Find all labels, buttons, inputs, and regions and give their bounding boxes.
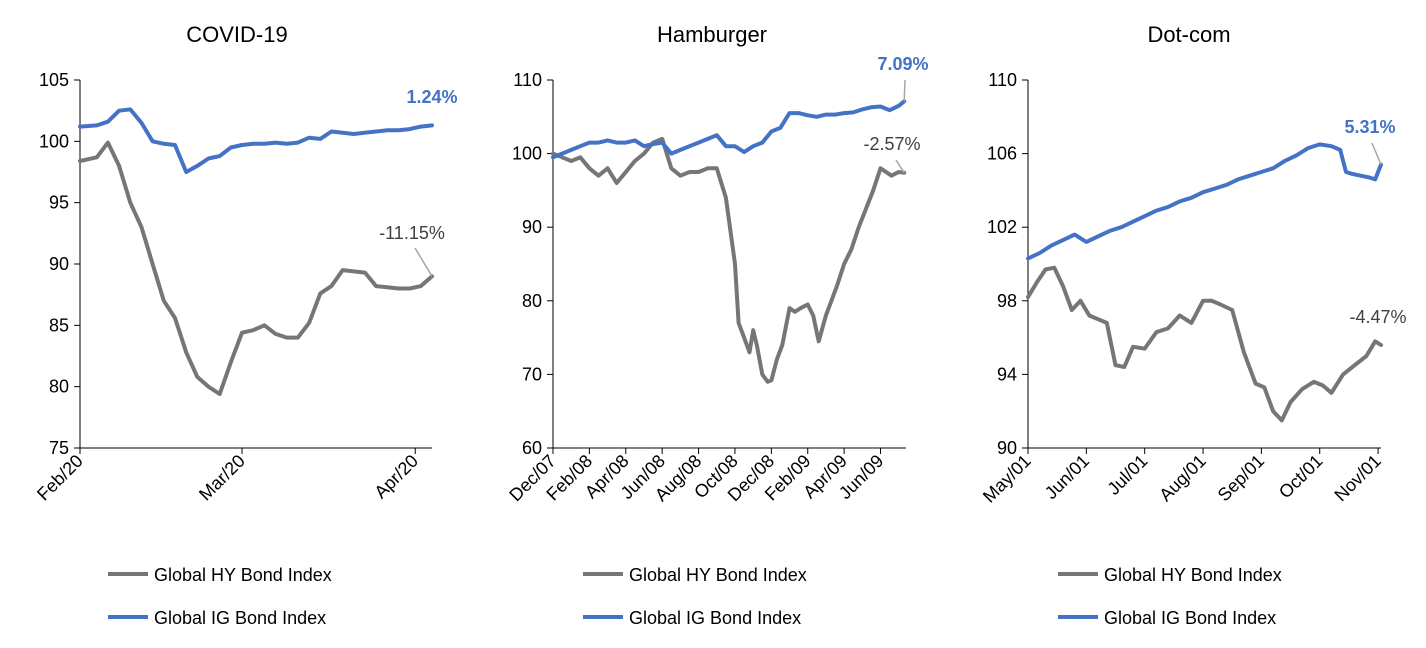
annotation-leader-line	[903, 79, 906, 102]
annotation-ig-return: 7.09%	[877, 54, 928, 74]
series-line-global-hy-bond-index	[551, 136, 907, 384]
series-line-global-ig-bond-index	[78, 107, 434, 174]
y-tick-label: 70	[522, 364, 542, 384]
legend-label: Global HY Bond Index	[154, 565, 332, 585]
series-line-global-ig-bond-index	[551, 99, 907, 160]
y-tick-label: 80	[522, 291, 542, 311]
y-tick-label: 90	[522, 217, 542, 237]
x-tick-label: Oct/01	[1275, 451, 1327, 503]
y-tick-label: 110	[988, 70, 1017, 90]
legend-label: Global IG Bond Index	[629, 608, 801, 628]
y-tick-label: 90	[49, 254, 69, 274]
y-tick-label: 60	[522, 438, 542, 458]
chart-panel-covid-19: COVID-19 75 80 85 90 95 100 105 Feb/20 Mar/20 Apr/…	[33, 22, 457, 628]
annotation-hy-return: -11.15%	[379, 223, 445, 243]
y-tick-label: 90	[997, 438, 1017, 458]
y-tick-label: 98	[997, 291, 1017, 311]
y-tick-label: 95	[49, 193, 69, 213]
y-tick-label: 106	[987, 144, 1017, 164]
y-tick-label: 94	[997, 364, 1017, 384]
chart-title: COVID-19	[186, 22, 287, 47]
series-line-global-ig-bond-index	[1026, 142, 1383, 261]
y-tick-label: 100	[512, 144, 542, 164]
legend-label: Global HY Bond Index	[1104, 565, 1282, 585]
chart-panel-dot-com: Dot-com 90 94 98 102 106 110 May/01 Jun/01 Jul/01…	[979, 22, 1407, 628]
x-tick-label: Nov/01	[1330, 451, 1384, 505]
y-tick-label: 75	[49, 438, 69, 458]
chart-panel-hamburger: Hamburger60708090100110Dec/07Feb/08Apr/0…	[505, 22, 928, 628]
y-tick-label: 85	[49, 315, 69, 335]
x-tick-label: Jul/01	[1103, 451, 1151, 499]
x-tick-label: Feb/20	[33, 451, 87, 505]
annotation-hy-return: -4.47%	[1349, 307, 1406, 327]
chart-title: Dot-com	[1147, 22, 1230, 47]
x-tick-label: May/01	[979, 451, 1035, 507]
legend-label: Global HY Bond Index	[629, 565, 807, 585]
series-line-global-hy-bond-index	[78, 140, 434, 396]
annotation-ig-return: 5.31%	[1344, 117, 1395, 137]
annotation-leader-line	[1371, 142, 1382, 165]
annotation-leader-line	[414, 247, 433, 277]
x-tick-label: Mar/20	[195, 451, 249, 505]
legend-label: Global IG Bond Index	[1104, 608, 1276, 628]
x-tick-label: Jun/01	[1041, 451, 1093, 503]
x-tick-label: Sep/01	[1214, 451, 1268, 505]
y-tick-label: 105	[39, 70, 69, 90]
y-tick-label: 100	[39, 131, 69, 151]
y-tick-label: 80	[49, 377, 69, 397]
chart-title: Hamburger	[657, 22, 767, 47]
x-tick-label: Apr/20	[370, 451, 422, 503]
annotation-leader-line	[895, 159, 905, 174]
legend-label: Global IG Bond Index	[154, 608, 326, 628]
series-line-global-hy-bond-index	[1026, 265, 1383, 423]
annotation-hy-return: -2.57%	[863, 134, 920, 154]
y-tick-label: 102	[987, 217, 1017, 237]
y-tick-label: 110	[513, 70, 542, 90]
x-tick-label: Aug/01	[1155, 451, 1209, 505]
annotation-ig-return: 1.24%	[406, 87, 457, 107]
